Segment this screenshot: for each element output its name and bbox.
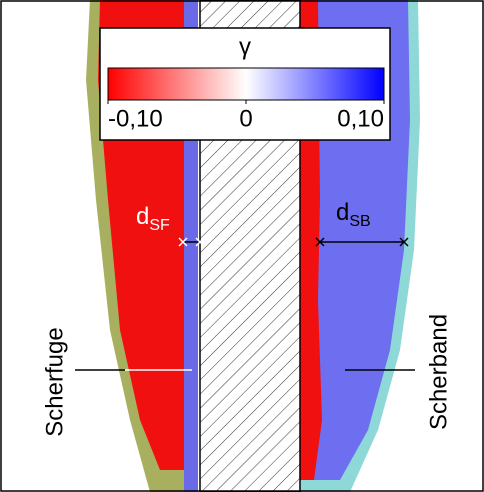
colorbar-label: γ <box>239 33 251 60</box>
colorbar <box>108 68 384 100</box>
scherfuge-label: Scherfuge <box>41 327 68 436</box>
colorbar-tick-label: 0,10 <box>337 105 384 132</box>
d-sf-symbol: d <box>136 203 149 230</box>
d-sf-subscript: SF <box>149 217 170 234</box>
page: {"colorbar": {"label": "γ", "range": [-0… <box>0 0 484 492</box>
d-sb-subscript: SB <box>349 213 370 230</box>
d-sb-symbol: d <box>336 199 349 226</box>
colorbar-ticks: -0,10 0 0,10 <box>108 100 384 132</box>
colorbar-tick-label: 0 <box>239 105 252 132</box>
figure: γ -0,1000,10 dSF dSB Scherfuge Scherband <box>0 0 484 492</box>
colorbar-tick-label: -0,10 <box>108 105 163 132</box>
scherband-label: Scherband <box>425 314 452 430</box>
